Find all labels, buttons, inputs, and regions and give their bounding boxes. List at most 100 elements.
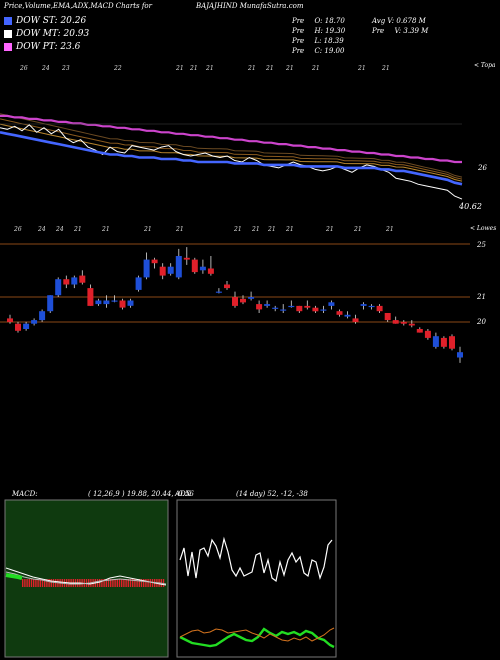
macd-hist-bar bbox=[145, 579, 147, 587]
candle-bear bbox=[7, 318, 13, 322]
adx-label: ADX bbox=[175, 490, 191, 498]
macd-hist-bar bbox=[74, 579, 77, 587]
macd-hist-bar bbox=[28, 579, 30, 587]
level-text: 20 bbox=[477, 318, 486, 326]
candle-bull bbox=[95, 300, 102, 305]
macd-hist-bar bbox=[55, 579, 57, 587]
macd-hist-bar bbox=[39, 579, 41, 587]
stat-pre-h: Pre H: 19.30 bbox=[292, 27, 345, 35]
date-label: 24 bbox=[41, 65, 50, 72]
macd-line bbox=[5, 567, 167, 586]
lows-label: < Lowes bbox=[470, 225, 496, 232]
macd-hist-bar bbox=[151, 579, 154, 587]
candle-bull bbox=[248, 297, 255, 299]
macd-hist-bar bbox=[85, 579, 88, 587]
macd-hist-bar bbox=[105, 579, 107, 587]
macd-hist-bar bbox=[50, 579, 52, 587]
macd-hist-bar bbox=[127, 579, 129, 587]
legend-swatch bbox=[4, 29, 12, 38]
date-label: 21 bbox=[381, 65, 390, 72]
macd-hist-bar bbox=[57, 579, 59, 587]
candle-bear bbox=[191, 259, 198, 273]
adx-background bbox=[176, 499, 337, 658]
stat-value: V: 3.39 M bbox=[394, 27, 429, 35]
candle-bear bbox=[256, 304, 263, 310]
candle-bull bbox=[175, 256, 182, 278]
macd-hist-bar bbox=[160, 579, 162, 587]
candle-bull bbox=[344, 314, 351, 317]
candle-bear bbox=[224, 284, 230, 289]
candle-bear bbox=[207, 268, 214, 274]
candle-bear bbox=[87, 288, 94, 306]
stat-pre-l: Pre L: 18.39 bbox=[292, 37, 344, 45]
level-text: 25 bbox=[477, 241, 486, 249]
candle-bull bbox=[328, 302, 335, 306]
date-label: 23 bbox=[61, 65, 70, 72]
macd-hist-bar bbox=[138, 579, 140, 587]
price-levels bbox=[0, 243, 470, 323]
macd-hist-bar bbox=[107, 579, 110, 587]
macd-hist-bar bbox=[101, 579, 103, 587]
candle-bear bbox=[296, 305, 303, 312]
site-text: MunafaSutra.com bbox=[239, 2, 304, 10]
ema-mid-line bbox=[0, 123, 463, 182]
legend-label: DOW PT: 23.6 bbox=[16, 42, 81, 52]
date-label: 21 bbox=[175, 65, 184, 72]
macd-hist-bar bbox=[44, 579, 46, 587]
candle-bull bbox=[360, 304, 367, 306]
candle-bear bbox=[424, 330, 431, 338]
date-label: 21 bbox=[267, 226, 276, 233]
macd-hist-bar bbox=[149, 579, 151, 587]
candle-bull bbox=[199, 266, 206, 271]
macd-hist-bar bbox=[81, 579, 83, 587]
title-text: Price,Volume,EMA,ADX,MACD Charts for bbox=[4, 2, 152, 10]
date-label: 21 bbox=[357, 65, 366, 72]
stat-value: M bbox=[418, 17, 426, 25]
ema-bottom-dates: 26 24 24 21 21 21 21 21 21 21 21 21 21 21 bbox=[13, 226, 394, 233]
macd-hist-bar bbox=[66, 579, 68, 587]
macd-label: MACD: bbox=[12, 490, 38, 498]
level-label-21: 21 bbox=[477, 293, 486, 301]
candle-bear bbox=[384, 313, 391, 321]
candle-bear bbox=[400, 321, 407, 324]
macd-hist-bar bbox=[72, 579, 74, 587]
macd-background bbox=[4, 499, 169, 658]
date-label: 21 bbox=[233, 226, 242, 233]
candle-bear bbox=[232, 297, 238, 306]
lows-text: < Lowes bbox=[470, 225, 497, 232]
candle-bull bbox=[143, 259, 150, 278]
date-label: 24 bbox=[55, 226, 64, 233]
macd-hist-bar bbox=[132, 579, 134, 587]
macd-hist-bar bbox=[147, 579, 149, 587]
candle-bear bbox=[79, 275, 86, 283]
symbol-text: BAJAJHIND bbox=[196, 2, 238, 10]
candle-bull bbox=[55, 279, 62, 296]
stat-pre-c: Pre C: 19.00 bbox=[292, 47, 344, 55]
candle-bear bbox=[15, 323, 21, 331]
stat-avg-v: Avg V: 0.678 M bbox=[372, 17, 426, 25]
date-label: 21 bbox=[251, 226, 260, 233]
stat-label: Avg V: 0.678 bbox=[372, 17, 417, 25]
stat-label: Pre bbox=[292, 37, 305, 45]
date-label: 21 bbox=[265, 65, 274, 72]
macd-hist-bar bbox=[41, 579, 44, 587]
macd-hist-bar bbox=[118, 579, 121, 587]
macd-hist-bar bbox=[35, 579, 37, 587]
level-text: 21 bbox=[477, 293, 486, 301]
chart-title: Price,Volume,EMA,ADX,MACD Charts for bbox=[4, 2, 152, 10]
legend-dow-mt: DOW MT: 20.93 bbox=[4, 29, 89, 39]
macd-hist-bar bbox=[123, 579, 125, 587]
legend-dow-st: DOW ST: 20.26 bbox=[4, 16, 86, 26]
macd-hist-bar bbox=[114, 579, 116, 587]
tick-label: 26 bbox=[478, 164, 487, 172]
macd-hist-bar bbox=[22, 579, 24, 587]
stat-label: Pre bbox=[292, 27, 305, 35]
macd-hist-bar bbox=[162, 579, 165, 587]
candle-bear bbox=[376, 305, 383, 312]
candle-bull bbox=[288, 305, 295, 308]
adx-values-text: (14 day) 52, -12, -38 bbox=[236, 490, 308, 498]
candle-bear bbox=[440, 337, 447, 347]
macd-header: MACD: bbox=[12, 490, 38, 498]
candle-bull bbox=[264, 304, 271, 306]
topics-label: < Topa bbox=[474, 62, 496, 69]
